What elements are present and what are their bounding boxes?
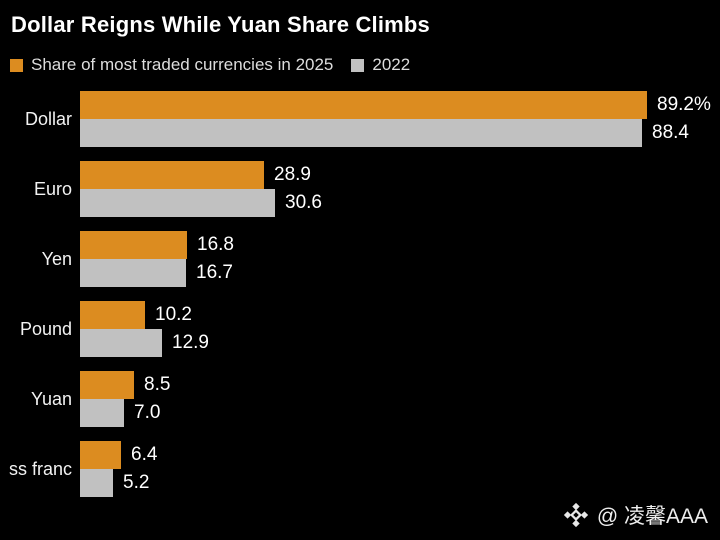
bar-group: Yen 16.8 16.7 <box>0 231 720 287</box>
bar-group: Pound 10.2 12.9 <box>0 301 720 357</box>
bar-2022 <box>80 329 162 357</box>
bar-2022 <box>80 259 186 287</box>
value-label: 89.2% <box>657 94 711 115</box>
bar-row: 12.9 <box>80 329 720 357</box>
value-label: 5.2 <box>123 472 150 493</box>
category-label: Euro <box>33 178 72 199</box>
value-label: 88.4 <box>652 122 689 143</box>
bar-row: 10.2 <box>80 301 720 329</box>
watermark: @ 凌馨AAA <box>563 500 708 530</box>
bar-pair: 28.9 30.6 <box>80 161 720 217</box>
bar-row: 5.2 <box>80 469 720 497</box>
bar-row: 8.5 <box>80 371 720 399</box>
chart-legend: Share of most traded currencies in 2025 … <box>10 55 410 75</box>
bar-2025 <box>80 301 145 329</box>
bar-pair: 10.2 12.9 <box>80 301 720 357</box>
category-label: Yen <box>41 248 72 269</box>
bar-2025 <box>80 371 134 399</box>
bar-group: ss franc 6.4 5.2 <box>0 441 720 497</box>
bar-group: Euro 28.9 30.6 <box>0 161 720 217</box>
bar-row: 6.4 <box>80 441 720 469</box>
bar-pair: 8.5 7.0 <box>80 371 720 427</box>
bar-2025 <box>80 441 121 469</box>
diamond-logo-icon <box>563 502 588 528</box>
value-label: 7.0 <box>134 402 161 423</box>
bar-row: 30.6 <box>80 189 720 217</box>
bar-row: 16.8 <box>80 231 720 259</box>
bar-row: 88.4 <box>80 119 720 147</box>
bar-2022 <box>80 189 275 217</box>
bar-pair: 89.2% 88.4 <box>80 91 720 147</box>
value-label: 16.7 <box>196 262 233 283</box>
legend-label-2025: Share of most traded currencies in 2025 <box>31 55 334 74</box>
bar-groups: Dollar 89.2% 88.4 Euro 28.9 30.6 Yen 16.8 16.7 Po… <box>0 91 720 511</box>
legend-label-2022: 2022 <box>372 55 411 74</box>
category-label: Pound <box>19 318 72 339</box>
bar-row: 7.0 <box>80 399 720 427</box>
category-label: Dollar <box>24 108 72 129</box>
value-label: 6.4 <box>131 444 158 465</box>
bar-2025 <box>80 91 647 119</box>
bar-group: Yuan 8.5 7.0 <box>0 371 720 427</box>
legend-swatch-2025 <box>10 58 23 72</box>
bar-row: 28.9 <box>80 161 720 189</box>
value-label: 8.5 <box>144 374 171 395</box>
bar-2022 <box>80 399 124 427</box>
category-label: Yuan <box>30 388 72 409</box>
category-label: ss franc <box>8 458 72 479</box>
bar-pair: 6.4 5.2 <box>80 441 720 497</box>
value-label: 28.9 <box>274 164 311 185</box>
bar-2025 <box>80 161 264 189</box>
bar-2022 <box>80 119 642 147</box>
bar-group: Dollar 89.2% 88.4 <box>0 91 720 147</box>
bar-row: 16.7 <box>80 259 720 287</box>
value-label: 12.9 <box>172 332 209 353</box>
value-label: 10.2 <box>155 304 192 325</box>
value-label: 16.8 <box>197 234 234 255</box>
legend-swatch-2022 <box>351 58 365 72</box>
bar-row: 89.2% <box>80 91 720 119</box>
bar-2025 <box>80 231 187 259</box>
watermark-text: @ 凌馨AAA <box>596 505 708 528</box>
bar-2022 <box>80 469 113 497</box>
bar-pair: 16.8 16.7 <box>80 231 720 287</box>
chart-title: Dollar Reigns While Yuan Share Climbs <box>11 12 430 37</box>
value-label: 30.6 <box>285 192 322 213</box>
